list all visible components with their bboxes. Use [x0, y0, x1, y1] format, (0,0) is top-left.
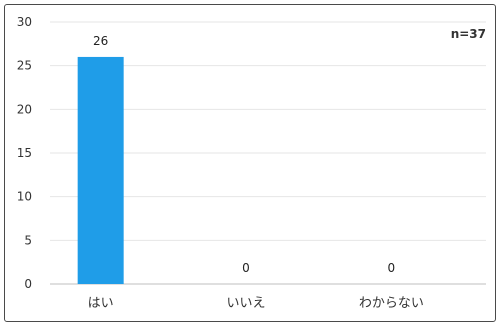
y-tick-label-15: 15 [17, 146, 32, 160]
category-labels: はい いいえ わからない [88, 296, 424, 311]
sample-size-annotation: n=37 [451, 27, 486, 41]
category-label-1: いいえ [226, 296, 265, 311]
category-label-2: わからない [359, 296, 424, 311]
data-label-0: 26 [93, 34, 108, 48]
y-tick-label-10: 10 [17, 190, 32, 204]
data-labels: 26 0 0 [93, 34, 395, 275]
y-tick-label-25: 25 [17, 59, 32, 73]
data-label-2: 0 [388, 261, 396, 275]
bars [77, 56, 124, 284]
y-tick-label-0: 0 [24, 277, 32, 291]
y-tick-label-30: 30 [17, 15, 32, 29]
bar-0 [77, 56, 124, 284]
category-label-0: はい [88, 296, 114, 311]
y-axis-ticks: 0 5 10 15 20 25 30 [17, 15, 32, 291]
data-label-1: 0 [242, 261, 250, 275]
y-tick-label-20: 20 [17, 102, 32, 116]
y-tick-label-5: 5 [24, 233, 32, 247]
